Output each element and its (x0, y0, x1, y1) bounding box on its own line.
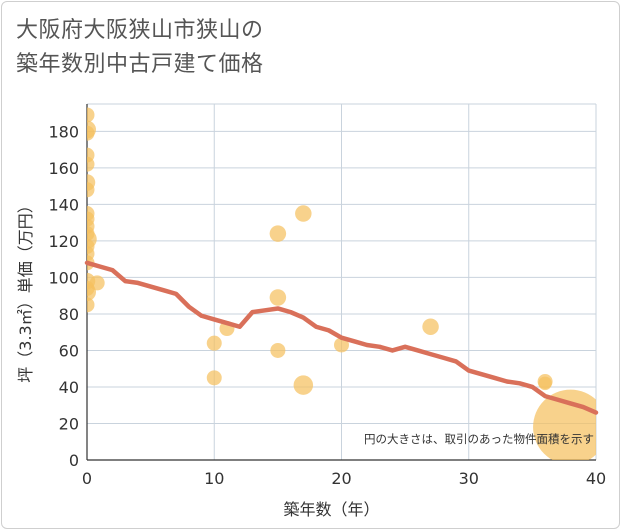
scatter-point (269, 289, 287, 306)
scatter-point (87, 125, 95, 141)
scatter-point (295, 205, 312, 222)
y-tick-label: 160 (48, 159, 79, 178)
scatter-point (334, 337, 349, 353)
x-tick-label: 10 (204, 469, 224, 488)
chart-title: 大阪府大阪狭山市狭山の 築年数別中古戸建て価格 (16, 14, 264, 82)
trend-line (84, 260, 599, 415)
y-tick-label: 0 (69, 451, 79, 470)
y-tick-label: 120 (48, 232, 79, 251)
title-line-2: 築年数別中古戸建て価格 (16, 52, 264, 77)
x-axis-title: 築年数（年） (283, 500, 379, 519)
y-axis-title: 坪（3.3㎡）単価（万円） (16, 197, 35, 382)
scatter-point (269, 225, 287, 242)
y-tick-label: 100 (48, 268, 79, 287)
scatter-point (270, 342, 286, 358)
scatter-point (87, 297, 95, 313)
y-tick-label: 60 (59, 341, 79, 360)
scatter-point (538, 376, 552, 391)
scatter-point (533, 389, 596, 460)
scatter-point (422, 318, 439, 335)
y-tick-label: 80 (59, 305, 79, 324)
scatter-point (206, 370, 222, 386)
y-tick-label: 140 (48, 195, 79, 214)
scatter-point (206, 335, 222, 351)
scatter-point (89, 275, 105, 291)
scatter-point (87, 156, 95, 172)
y-tick-label: 180 (48, 122, 79, 141)
scatter-point (293, 375, 314, 395)
y-tick-label: 40 (59, 378, 79, 397)
title-line-1: 大阪府大阪狭山市狭山の (16, 18, 264, 43)
size-note: 円の大きさは、取引のあった物件面積を示す (364, 432, 594, 446)
x-tick-label: 30 (459, 469, 479, 488)
x-tick-label: 0 (82, 469, 92, 488)
x-tick-label: 40 (586, 469, 606, 488)
y-tick-label: 20 (59, 414, 79, 433)
scatter-point (87, 182, 95, 198)
scatter-point (87, 107, 95, 123)
x-tick-label: 20 (331, 469, 351, 488)
